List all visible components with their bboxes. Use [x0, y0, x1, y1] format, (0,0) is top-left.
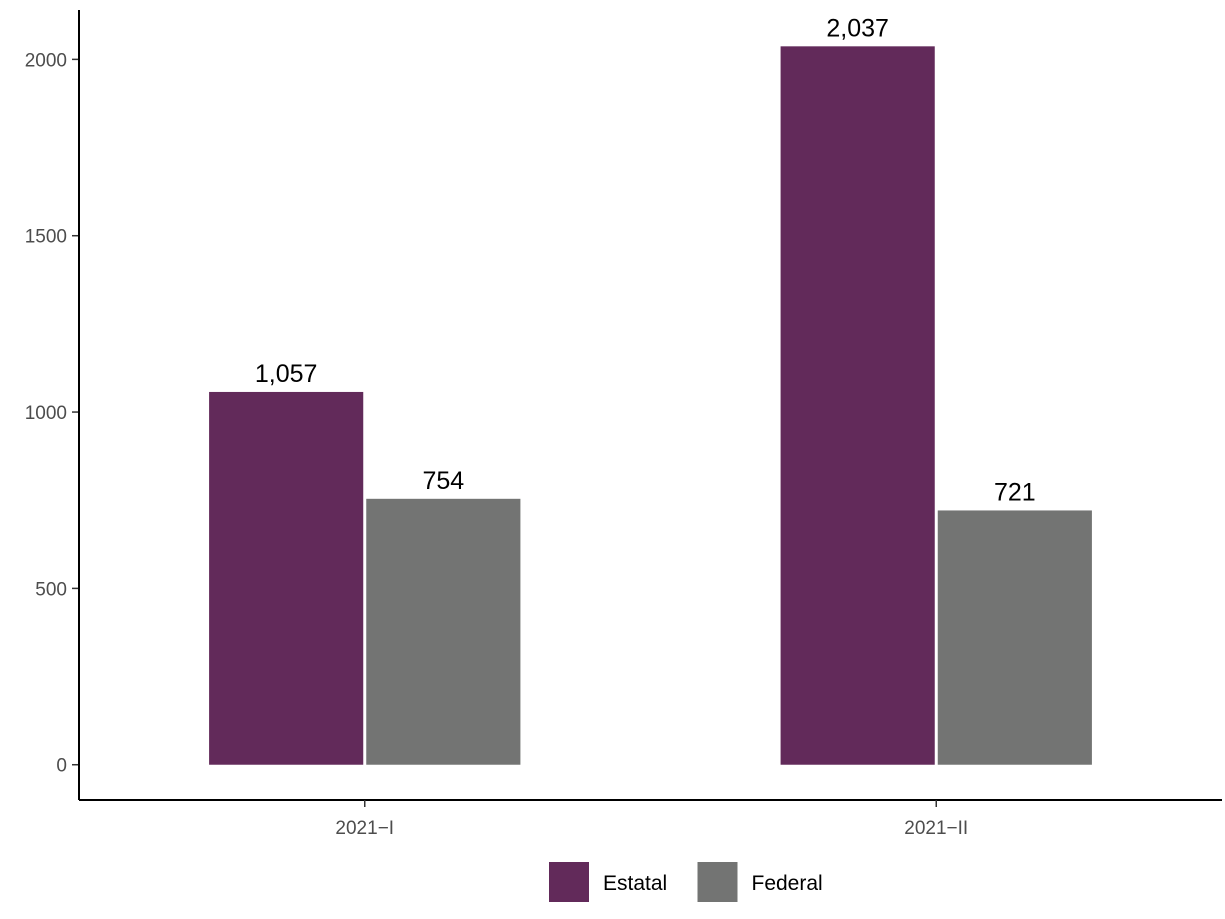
bars: [209, 46, 1092, 765]
legend-swatch-estatal: [549, 862, 589, 902]
legend-label: Estatal: [603, 872, 667, 895]
bar-estatal: [209, 391, 364, 765]
legend: Estatal Federal: [549, 862, 823, 902]
bar-federal: [937, 510, 1092, 765]
x-axis-ticks: 2021−I 2021−II: [335, 800, 968, 839]
legend-swatch-federal: [697, 862, 738, 902]
bar-value-label: 1,057: [255, 360, 318, 388]
x-tick-label: 2021−I: [335, 818, 394, 839]
y-tick-label: 1500: [25, 227, 67, 248]
y-tick-label: 1000: [25, 403, 67, 424]
legend-label: Federal: [752, 872, 823, 895]
y-tick-label: 2000: [25, 50, 67, 71]
y-tick-label: 500: [35, 579, 67, 600]
bar-value-label: 754: [422, 467, 464, 495]
bar-estatal: [780, 46, 935, 765]
y-tick-label: 0: [56, 756, 67, 777]
x-tick-label: 2021−II: [904, 818, 968, 839]
bar-federal: [366, 498, 521, 765]
bar-value-label: 2,037: [826, 14, 889, 42]
y-axis-ticks: 0 500 1000 1500 2000: [25, 50, 79, 777]
bar-value-label: 721: [994, 478, 1036, 506]
data-labels: 1,057 754 2,037 721: [255, 14, 1036, 506]
